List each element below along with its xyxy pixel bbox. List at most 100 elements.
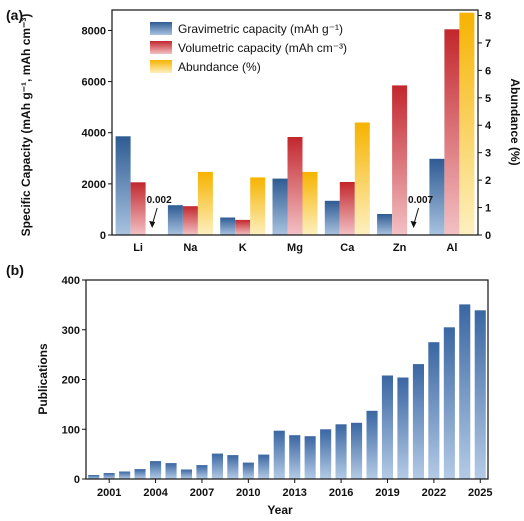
bar-publications-2002 bbox=[119, 471, 131, 479]
right-tick-label: 1 bbox=[485, 203, 491, 215]
bar-publications-2001 bbox=[103, 473, 115, 479]
x-tick-label-2010: 2010 bbox=[236, 487, 260, 499]
bar-publications-2014 bbox=[304, 436, 316, 479]
bar-publications-2008 bbox=[211, 453, 223, 479]
right-tick-label: 6 bbox=[485, 65, 491, 77]
y-tick-label: 4000 bbox=[82, 128, 106, 140]
y-tick-label: 0 bbox=[74, 474, 80, 486]
bar-abundance-k bbox=[250, 177, 266, 235]
bar-gravimetric-mg bbox=[272, 178, 288, 235]
annotation-li: 0.002 bbox=[147, 195, 172, 206]
panel-a-right-axis-label: Abundance (%) bbox=[508, 78, 522, 165]
panel-a-frame bbox=[111, 9, 479, 236]
x-tick-label-2019: 2019 bbox=[375, 487, 399, 499]
legend-label-volumetric: Volumetric capacity (mAh cm⁻³) bbox=[178, 41, 347, 55]
right-tick-label: 0 bbox=[485, 230, 491, 242]
x-tick-label-2007: 2007 bbox=[190, 487, 214, 499]
x-tick-label-2001: 2001 bbox=[97, 487, 121, 499]
legend-swatch-abundance bbox=[150, 60, 172, 73]
y-tick-label: 400 bbox=[62, 275, 80, 287]
y-tick-label: 200 bbox=[62, 375, 80, 387]
right-tick-label: 4 bbox=[485, 120, 492, 132]
bar-volumetric-al bbox=[444, 29, 460, 235]
panel-a-label: (a) bbox=[6, 7, 23, 23]
bar-publications-2012 bbox=[273, 430, 285, 479]
legend-label-abundance: Abundance (%) bbox=[178, 60, 261, 74]
bar-publications-2017 bbox=[351, 422, 363, 479]
x-tick-label-2016: 2016 bbox=[329, 487, 353, 499]
bar-publications-2003 bbox=[134, 469, 146, 479]
bar-volumetric-k bbox=[235, 219, 251, 235]
bar-gravimetric-ca bbox=[324, 200, 340, 235]
x-tick-label-2025: 2025 bbox=[468, 487, 492, 499]
x-tick-label-ca: Ca bbox=[340, 242, 355, 254]
bar-publications-2021 bbox=[412, 364, 424, 479]
y-tick-label: 8000 bbox=[82, 25, 106, 37]
bar-gravimetric-zn bbox=[377, 214, 393, 235]
panel-a-plot-area: Li Na K Mg Ca Zn Al 0 2000 4000 6000 8000 0 1 2 3 4 5 6 7 8 0… bbox=[82, 9, 492, 254]
bar-gravimetric-li bbox=[115, 136, 131, 235]
annotation-arrow-head bbox=[410, 221, 417, 228]
panel-b-y-axis-label: Publications bbox=[36, 343, 50, 415]
bar-volumetric-mg bbox=[287, 137, 303, 235]
bar-abundance-na bbox=[197, 171, 213, 235]
y-tick-label: 6000 bbox=[82, 77, 106, 89]
panel-a: (a) Li Na K Mg Ca Zn Al 0 2000 4000 6000 8000 0 1 2 3 4 5… bbox=[6, 7, 522, 254]
x-tick-label-mg: Mg bbox=[287, 242, 303, 254]
bar-publications-2020 bbox=[397, 377, 409, 479]
x-tick-label-2013: 2013 bbox=[282, 487, 306, 499]
bar-publications-2004 bbox=[150, 461, 162, 479]
y-tick-label: 0 bbox=[100, 230, 106, 242]
bar-publications-2023 bbox=[443, 327, 455, 479]
bar-publications-2005 bbox=[165, 463, 177, 479]
bar-abundance-ca bbox=[354, 122, 370, 235]
bar-publications-2018 bbox=[366, 410, 378, 479]
panel-b-label: (b) bbox=[6, 262, 24, 278]
bar-publications-2024 bbox=[459, 304, 471, 479]
annotation-zn: 0.007 bbox=[408, 195, 433, 206]
panel-b-x-axis-label: Year bbox=[267, 503, 293, 517]
x-tick-label-k: K bbox=[239, 242, 247, 254]
bar-gravimetric-al bbox=[429, 158, 445, 235]
right-tick-label: 5 bbox=[485, 93, 491, 105]
x-tick-label-2004: 2004 bbox=[143, 487, 168, 499]
bar-publications-2000 bbox=[88, 475, 100, 479]
legend-swatch-gravimetric bbox=[150, 22, 172, 35]
bar-abundance-mg bbox=[302, 171, 318, 235]
bar-volumetric-ca bbox=[339, 182, 355, 235]
bar-gravimetric-na bbox=[167, 205, 183, 235]
bar-volumetric-zn bbox=[392, 85, 408, 236]
bar-volumetric-li bbox=[130, 182, 146, 235]
bar-publications-2016 bbox=[335, 424, 347, 479]
bar-publications-2013 bbox=[289, 435, 301, 479]
y-tick-label: 300 bbox=[62, 325, 80, 337]
y-tick-label: 100 bbox=[62, 424, 80, 436]
panel-a-legend: Gravimetric capacity (mAh g⁻¹) Volumetric… bbox=[150, 22, 347, 74]
y-tick-label: 2000 bbox=[82, 179, 106, 191]
panel-a-y-axis-label: Specific Capacity (mAh g⁻¹, mAh cm⁻³) bbox=[19, 14, 33, 237]
x-tick-label-li: Li bbox=[133, 242, 143, 254]
x-tick-label-2022: 2022 bbox=[422, 487, 446, 499]
bar-publications-2009 bbox=[227, 455, 239, 479]
x-tick-label-na: Na bbox=[183, 242, 198, 254]
bar-publications-2025 bbox=[474, 310, 486, 479]
bar-publications-2015 bbox=[320, 429, 332, 480]
bar-abundance-al bbox=[459, 12, 475, 236]
legend-swatch-volumetric bbox=[150, 41, 172, 54]
panel-b: (b) 0 100 200 300 400 2001 2004 2007 2010 2013 201… bbox=[6, 262, 493, 517]
panel-b-frame bbox=[85, 279, 489, 480]
bar-publications-2019 bbox=[381, 375, 393, 479]
bar-publications-2007 bbox=[196, 465, 208, 479]
x-tick-label-al: Al bbox=[446, 242, 457, 254]
bar-publications-2010 bbox=[242, 462, 254, 479]
legend-label-gravimetric: Gravimetric capacity (mAh g⁻¹) bbox=[178, 22, 343, 36]
right-tick-label: 8 bbox=[485, 10, 491, 22]
bar-gravimetric-k bbox=[220, 217, 236, 235]
bar-publications-2011 bbox=[258, 454, 270, 479]
panel-b-plot-area: 0 100 200 300 400 2001 2004 2007 2010 2013 2016 201… bbox=[62, 275, 493, 499]
bar-publications-2006 bbox=[180, 469, 192, 479]
right-tick-label: 2 bbox=[485, 175, 491, 187]
bar-volumetric-na bbox=[182, 206, 198, 235]
right-tick-label: 7 bbox=[485, 38, 491, 50]
